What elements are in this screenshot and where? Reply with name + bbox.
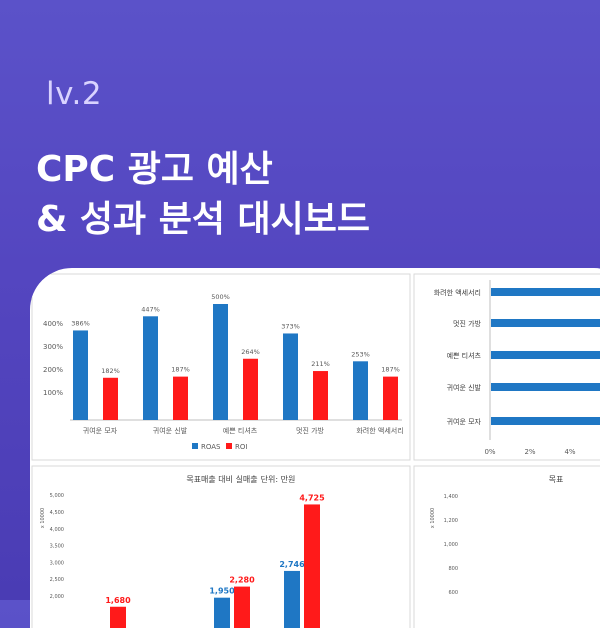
target-chart: 목표 x 10000 600 800 1,000 1,200 1,400: [430, 475, 563, 596]
c1-category-label: 멋진 가방: [296, 426, 325, 435]
c3-ytick: 3,500: [50, 544, 64, 550]
c3-ytick: 2,500: [50, 577, 64, 583]
c3-ytick: 4,000: [50, 527, 64, 533]
c2-xtick: 0%: [484, 448, 495, 456]
c1-legend-swatch-roi: [226, 443, 232, 449]
c1-ytick: 400%: [43, 320, 63, 328]
c4-ytick: 1,000: [444, 542, 458, 548]
c1-data-label: 500%: [211, 293, 230, 301]
c1-bar-roas: [73, 330, 88, 420]
c1-bar-roi: [383, 376, 398, 420]
c1-data-label: 386%: [71, 319, 90, 327]
c3-ytick: 2,000: [50, 594, 64, 600]
title-line-1: CPC 광고 예산: [36, 149, 273, 190]
c3-ytick: 4,500: [50, 510, 64, 516]
c1-data-label: 187%: [171, 366, 190, 374]
share-panel: [413, 273, 600, 461]
c3-bar-blue: [214, 597, 230, 628]
c3-bar-blue: [284, 570, 300, 628]
c2-xtick: 4%: [564, 448, 575, 456]
target-panel: [413, 465, 600, 628]
c3-bar-red: [304, 504, 320, 628]
c2-category-label: 예쁜 티셔츠: [447, 351, 482, 360]
c2-bar: [491, 383, 600, 391]
share-chart: 화려한 액세서리 멋진 가방 예쁜 티셔츠 귀여운 신발 귀여운 모자 0% 2…: [434, 280, 600, 456]
c1-data-label: 182%: [101, 367, 120, 375]
c3-data-label: 4,725: [299, 493, 325, 502]
c1-ytick: 300%: [43, 343, 63, 351]
c3-ytick: 5,000: [50, 493, 64, 499]
c2-bar: [491, 288, 600, 296]
c1-data-label: 264%: [241, 348, 260, 356]
c4-ytick: 600: [448, 590, 458, 596]
c2-bar: [491, 417, 600, 425]
c2-category-label: 귀여운 모자: [447, 417, 482, 426]
c4-title: 목표: [549, 475, 564, 484]
c1-legend-swatch-roas: [192, 443, 198, 449]
c2-bar: [491, 351, 600, 359]
c1-ytick: 200%: [43, 366, 63, 374]
c1-bar-roi: [173, 376, 188, 420]
c2-xtick: 2%: [524, 448, 535, 456]
level-badge: lv.2: [46, 76, 103, 112]
c2-bar: [491, 319, 600, 327]
c1-bar-roi: [313, 371, 328, 420]
title-line-2: & 성과 분석 대시보드: [36, 199, 370, 240]
c3-data-label: 1,950: [209, 587, 235, 596]
c3-data-label: 1,680: [105, 596, 131, 605]
c4-ytick: 1,400: [444, 494, 458, 500]
c1-bar-roas: [213, 304, 228, 420]
c1-bar-roas: [283, 333, 298, 420]
c3-data-label: 2,280: [229, 576, 255, 585]
c1-category-label: 귀여운 신발: [153, 426, 188, 435]
c1-category-label: 귀여운 모자: [83, 426, 118, 435]
c1-bar-roas: [143, 316, 158, 420]
c1-data-label: 373%: [281, 322, 300, 330]
c1-bar-roi: [103, 377, 118, 420]
c1-bar-roas: [353, 361, 368, 420]
page-title: CPC 광고 예산 & 성과 분석 대시보드: [36, 145, 370, 245]
c1-data-label: 211%: [311, 360, 330, 368]
c3-bar-red: [110, 606, 126, 628]
c4-ytick: 1,200: [444, 518, 458, 524]
dashboard-svg: 100% 200% 300% 400% 귀여운 모자 귀여운 신발 예쁜 티셔츠…: [31, 273, 600, 628]
c3-title: 목표매출 대비 실매출: [186, 474, 257, 484]
c1-data-label: 447%: [141, 305, 160, 313]
c2-category-label: 화려한 액세서리: [434, 288, 481, 297]
dashboard-preview-card: 100% 200% 300% 400% 귀여운 모자 귀여운 신발 예쁜 티셔츠…: [30, 268, 600, 628]
c1-category-label: 화려한 액세서리: [356, 426, 403, 435]
c1-data-label: 253%: [351, 350, 370, 358]
c3-data-label: 2,746: [279, 560, 305, 569]
c1-legend-roas: ROAS: [201, 443, 221, 451]
c1-legend-roi: ROI: [235, 443, 247, 451]
c3-bar-red: [234, 586, 250, 628]
c4-ytick: 800: [448, 566, 458, 572]
c2-category-label: 멋진 가방: [453, 319, 482, 328]
c1-ytick: 100%: [43, 389, 63, 397]
c3-unit: 단위: 만원: [261, 474, 296, 484]
roas-roi-chart: 100% 200% 300% 400% 귀여운 모자 귀여운 신발 예쁜 티셔츠…: [43, 293, 404, 451]
c2-category-label: 귀여운 신발: [447, 383, 482, 392]
c1-bar-roi: [243, 358, 258, 420]
c4-ylabel: x 10000: [430, 508, 436, 528]
c1-data-label: 187%: [381, 366, 400, 374]
c1-category-label: 예쁜 티셔츠: [223, 426, 258, 435]
c3-ytick: 3,000: [50, 560, 64, 566]
c3-ylabel: x 10000: [40, 508, 46, 528]
